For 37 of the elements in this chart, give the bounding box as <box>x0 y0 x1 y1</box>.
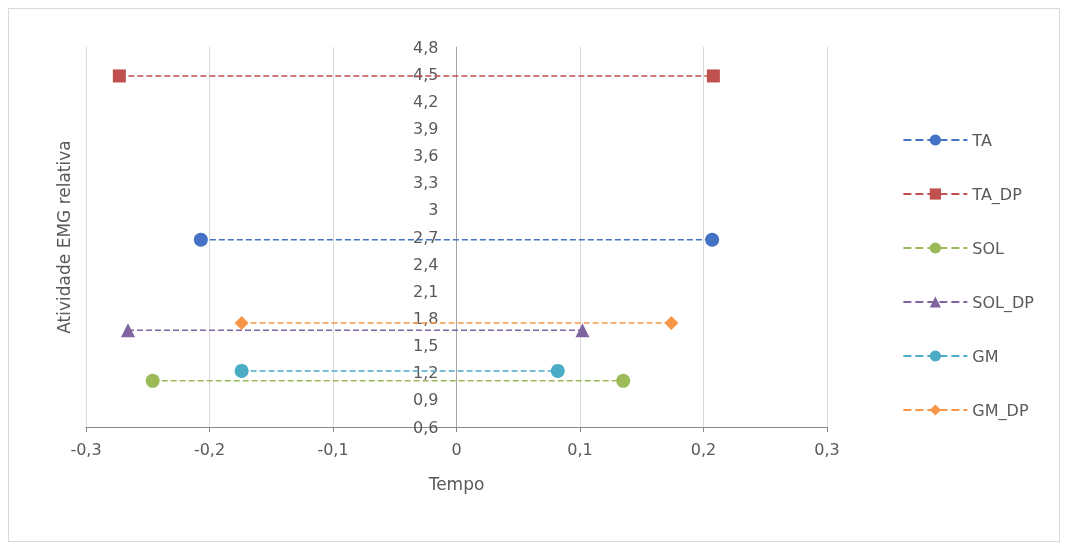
x-tick-label: -0,3 <box>70 439 102 459</box>
point <box>550 363 565 378</box>
y-tick-label: 4,8 <box>413 37 439 57</box>
point <box>616 373 631 388</box>
legend-label: SOL <box>972 238 1005 258</box>
point <box>234 315 249 330</box>
y-tick-label: 2,4 <box>413 254 439 274</box>
x-tick-label: -0,2 <box>193 439 226 459</box>
x-tick-label: 0,2 <box>690 439 717 459</box>
y-tick-label: 4,2 <box>413 91 439 111</box>
point <box>193 232 208 247</box>
y-tick-label: 3,6 <box>413 146 439 166</box>
legend-label: SOL_DP <box>972 292 1035 313</box>
point <box>112 69 126 83</box>
point <box>664 315 679 330</box>
y-tick-label: 3,3 <box>413 173 439 193</box>
x-tick-label: 0,1 <box>567 439 593 459</box>
x-tick-label: 0 <box>451 439 462 459</box>
legend-label: TA_DP <box>971 184 1023 205</box>
y-tick-label: 3,9 <box>413 118 439 138</box>
legend-label: TA <box>971 130 992 150</box>
legend-label: GM_DP <box>972 400 1029 421</box>
y-tick-label: 1,5 <box>413 336 439 356</box>
x-tick-label: 0,3 <box>814 439 840 459</box>
x-axis-title: Tempo <box>427 473 485 494</box>
y-tick-label: 1,8 <box>413 308 439 328</box>
y-tick-label: 2,1 <box>413 281 439 301</box>
x-tick-label: -0,1 <box>317 439 349 459</box>
y-axis-title: Atividade EMG relativa <box>53 140 74 334</box>
point <box>706 69 720 83</box>
point <box>145 373 160 388</box>
y-tick-label: 4,5 <box>413 64 439 84</box>
point <box>705 232 720 247</box>
y-tick-label: 3 <box>428 200 439 220</box>
point <box>234 363 249 378</box>
legend-label: GM <box>972 346 999 366</box>
y-tick-label: 0,9 <box>413 390 439 410</box>
